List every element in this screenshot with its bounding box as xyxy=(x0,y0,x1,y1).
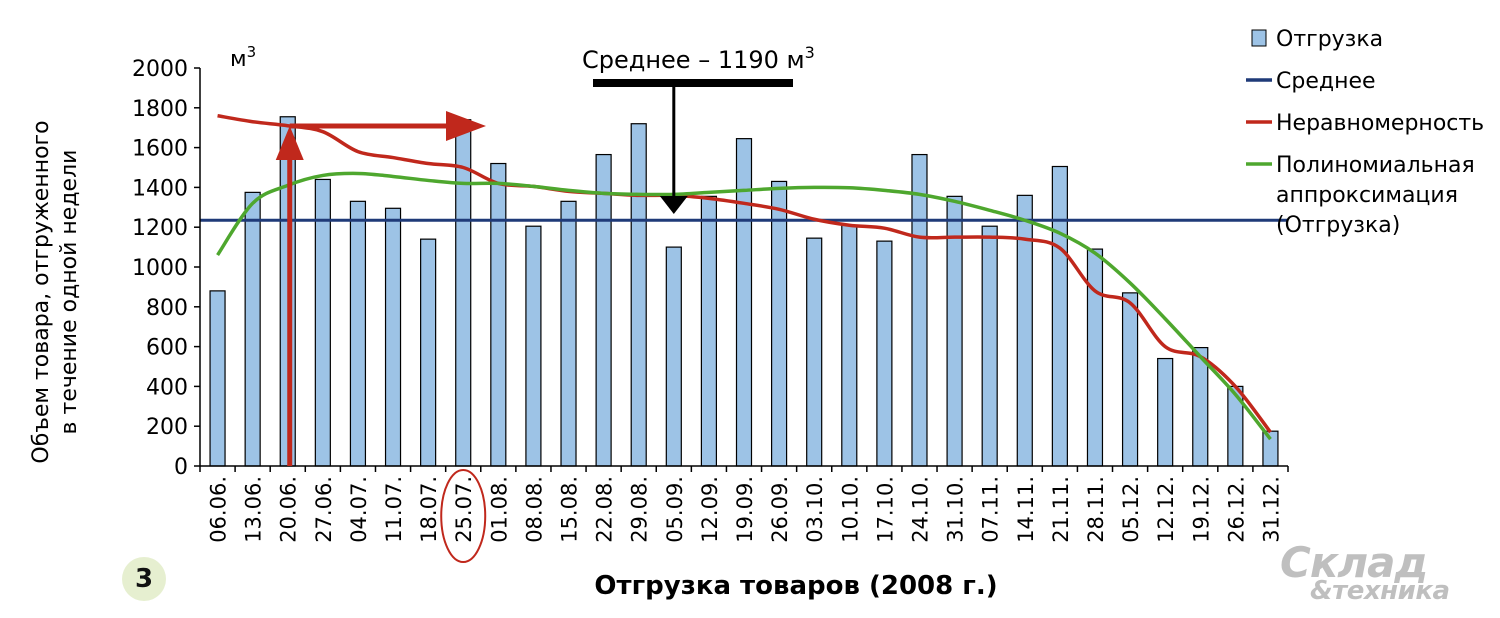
y-tick-label: 800 xyxy=(146,296,188,321)
x-tick-label: 26.09. xyxy=(768,476,792,543)
bar xyxy=(1051,165,1068,467)
x-tick-label: 18.07. xyxy=(417,476,441,543)
bar xyxy=(420,238,437,467)
bar xyxy=(1086,248,1104,467)
logo-line1: Склад xyxy=(1280,538,1428,587)
x-tick-label: 19.09. xyxy=(733,476,757,543)
bar xyxy=(911,153,928,467)
bar xyxy=(630,123,647,467)
figure-number-badge: 3 xyxy=(122,557,166,601)
logo-line2: &техника xyxy=(1310,576,1450,606)
unevenness-line xyxy=(217,114,1272,434)
mean-annotation: Среднее – 1190 м3 xyxy=(582,43,815,74)
x-tick-label: 15.08. xyxy=(558,476,582,543)
annotation-arrowhead xyxy=(659,196,688,214)
bar xyxy=(981,225,998,467)
bar xyxy=(525,225,542,467)
x-tick-label: 21.11. xyxy=(1049,476,1073,543)
bar xyxy=(314,178,331,467)
legend-label: Полиномиальная xyxy=(1276,153,1475,178)
bar xyxy=(490,162,507,467)
y-tick-label: 1400 xyxy=(132,176,188,201)
polynomial-trend-line xyxy=(216,171,1272,441)
bar xyxy=(665,246,682,467)
x-tick-label: 07.11. xyxy=(979,476,1003,543)
highlight-ellipse xyxy=(440,469,487,563)
x-tick-label: 12.09. xyxy=(698,476,722,543)
bar xyxy=(1157,357,1174,467)
bar xyxy=(384,207,402,467)
y-tick-label: 2000 xyxy=(132,57,188,82)
x-tick-label: 24.10. xyxy=(908,476,932,543)
x-tick-label: 05.12. xyxy=(1119,476,1143,543)
bar xyxy=(1016,194,1033,467)
bar xyxy=(349,200,367,467)
bar xyxy=(1192,346,1209,467)
bar xyxy=(595,153,612,467)
legend-label: Отгрузка xyxy=(1276,27,1383,52)
y-tick-label: 1200 xyxy=(132,216,188,241)
x-tick-label: 03.10. xyxy=(803,476,827,543)
legend-label: Среднее xyxy=(1276,69,1376,94)
x-tick-label: 31.10. xyxy=(944,476,968,543)
unit-label: м3 xyxy=(230,43,256,72)
x-tick-label: 20.06. xyxy=(277,476,301,543)
x-tick-label: 17.10. xyxy=(873,476,897,543)
x-tick-label: 19.12. xyxy=(1189,476,1213,543)
y-tick-label: 1600 xyxy=(132,137,188,162)
x-tick-label: 14.11. xyxy=(1014,476,1038,543)
x-tick-label: 08.08. xyxy=(522,476,546,543)
bar xyxy=(560,200,577,467)
legend-label: (Отгрузка) xyxy=(1276,213,1400,238)
x-tick-label: 27.06. xyxy=(312,476,336,543)
x-tick-label: 22.08. xyxy=(593,476,617,543)
x-tick-label: 01.08. xyxy=(487,476,511,543)
y-tick-label: 200 xyxy=(146,415,188,440)
logo: Склад &техника xyxy=(1276,538,1486,612)
x-axis-title: Отгрузка товаров (2008 г.) xyxy=(594,571,997,601)
bar xyxy=(209,290,226,467)
y-tick-label: 600 xyxy=(146,336,188,361)
x-tick-label: 12.12. xyxy=(1154,476,1178,543)
bar xyxy=(770,180,788,467)
bar xyxy=(455,119,472,467)
x-tick-label: 31.12. xyxy=(1259,476,1283,543)
x-tick-label: 05.09. xyxy=(663,476,687,543)
legend-label: аппроксимация xyxy=(1276,183,1458,208)
bar xyxy=(735,138,753,467)
bar xyxy=(841,224,858,467)
legend-symbol-bar xyxy=(1251,29,1267,47)
y-axis-title-line2: в течение одной недели xyxy=(57,150,82,435)
bar xyxy=(1121,292,1139,467)
x-tick-label: 11.07. xyxy=(382,476,406,543)
x-tick-label: 26.12. xyxy=(1224,476,1248,543)
bar xyxy=(806,237,823,467)
red-horizontal-arrowhead xyxy=(446,111,486,141)
x-tick-label: 10.10. xyxy=(838,476,862,543)
legend-label: Неравномерность xyxy=(1276,111,1484,136)
bar xyxy=(876,240,893,467)
bar xyxy=(244,191,261,467)
red-vertical-arrowhead xyxy=(275,126,304,160)
y-tick-label: 1000 xyxy=(132,256,188,281)
x-tick-label: 06.06. xyxy=(207,476,231,543)
y-tick-label: 1800 xyxy=(132,97,188,122)
y-axis-title-line1: Объем товара, отгруженного xyxy=(29,120,54,463)
x-tick-label: 28.11. xyxy=(1084,476,1108,543)
x-tick-label: 13.06. xyxy=(242,476,266,543)
x-tick-label: 29.08. xyxy=(628,476,652,543)
y-tick-label: 0 xyxy=(174,455,188,480)
x-tick-label: 25.07. xyxy=(452,476,476,543)
bar xyxy=(700,195,718,467)
y-tick-label: 400 xyxy=(146,375,188,400)
x-tick-label: 04.07. xyxy=(347,476,371,543)
